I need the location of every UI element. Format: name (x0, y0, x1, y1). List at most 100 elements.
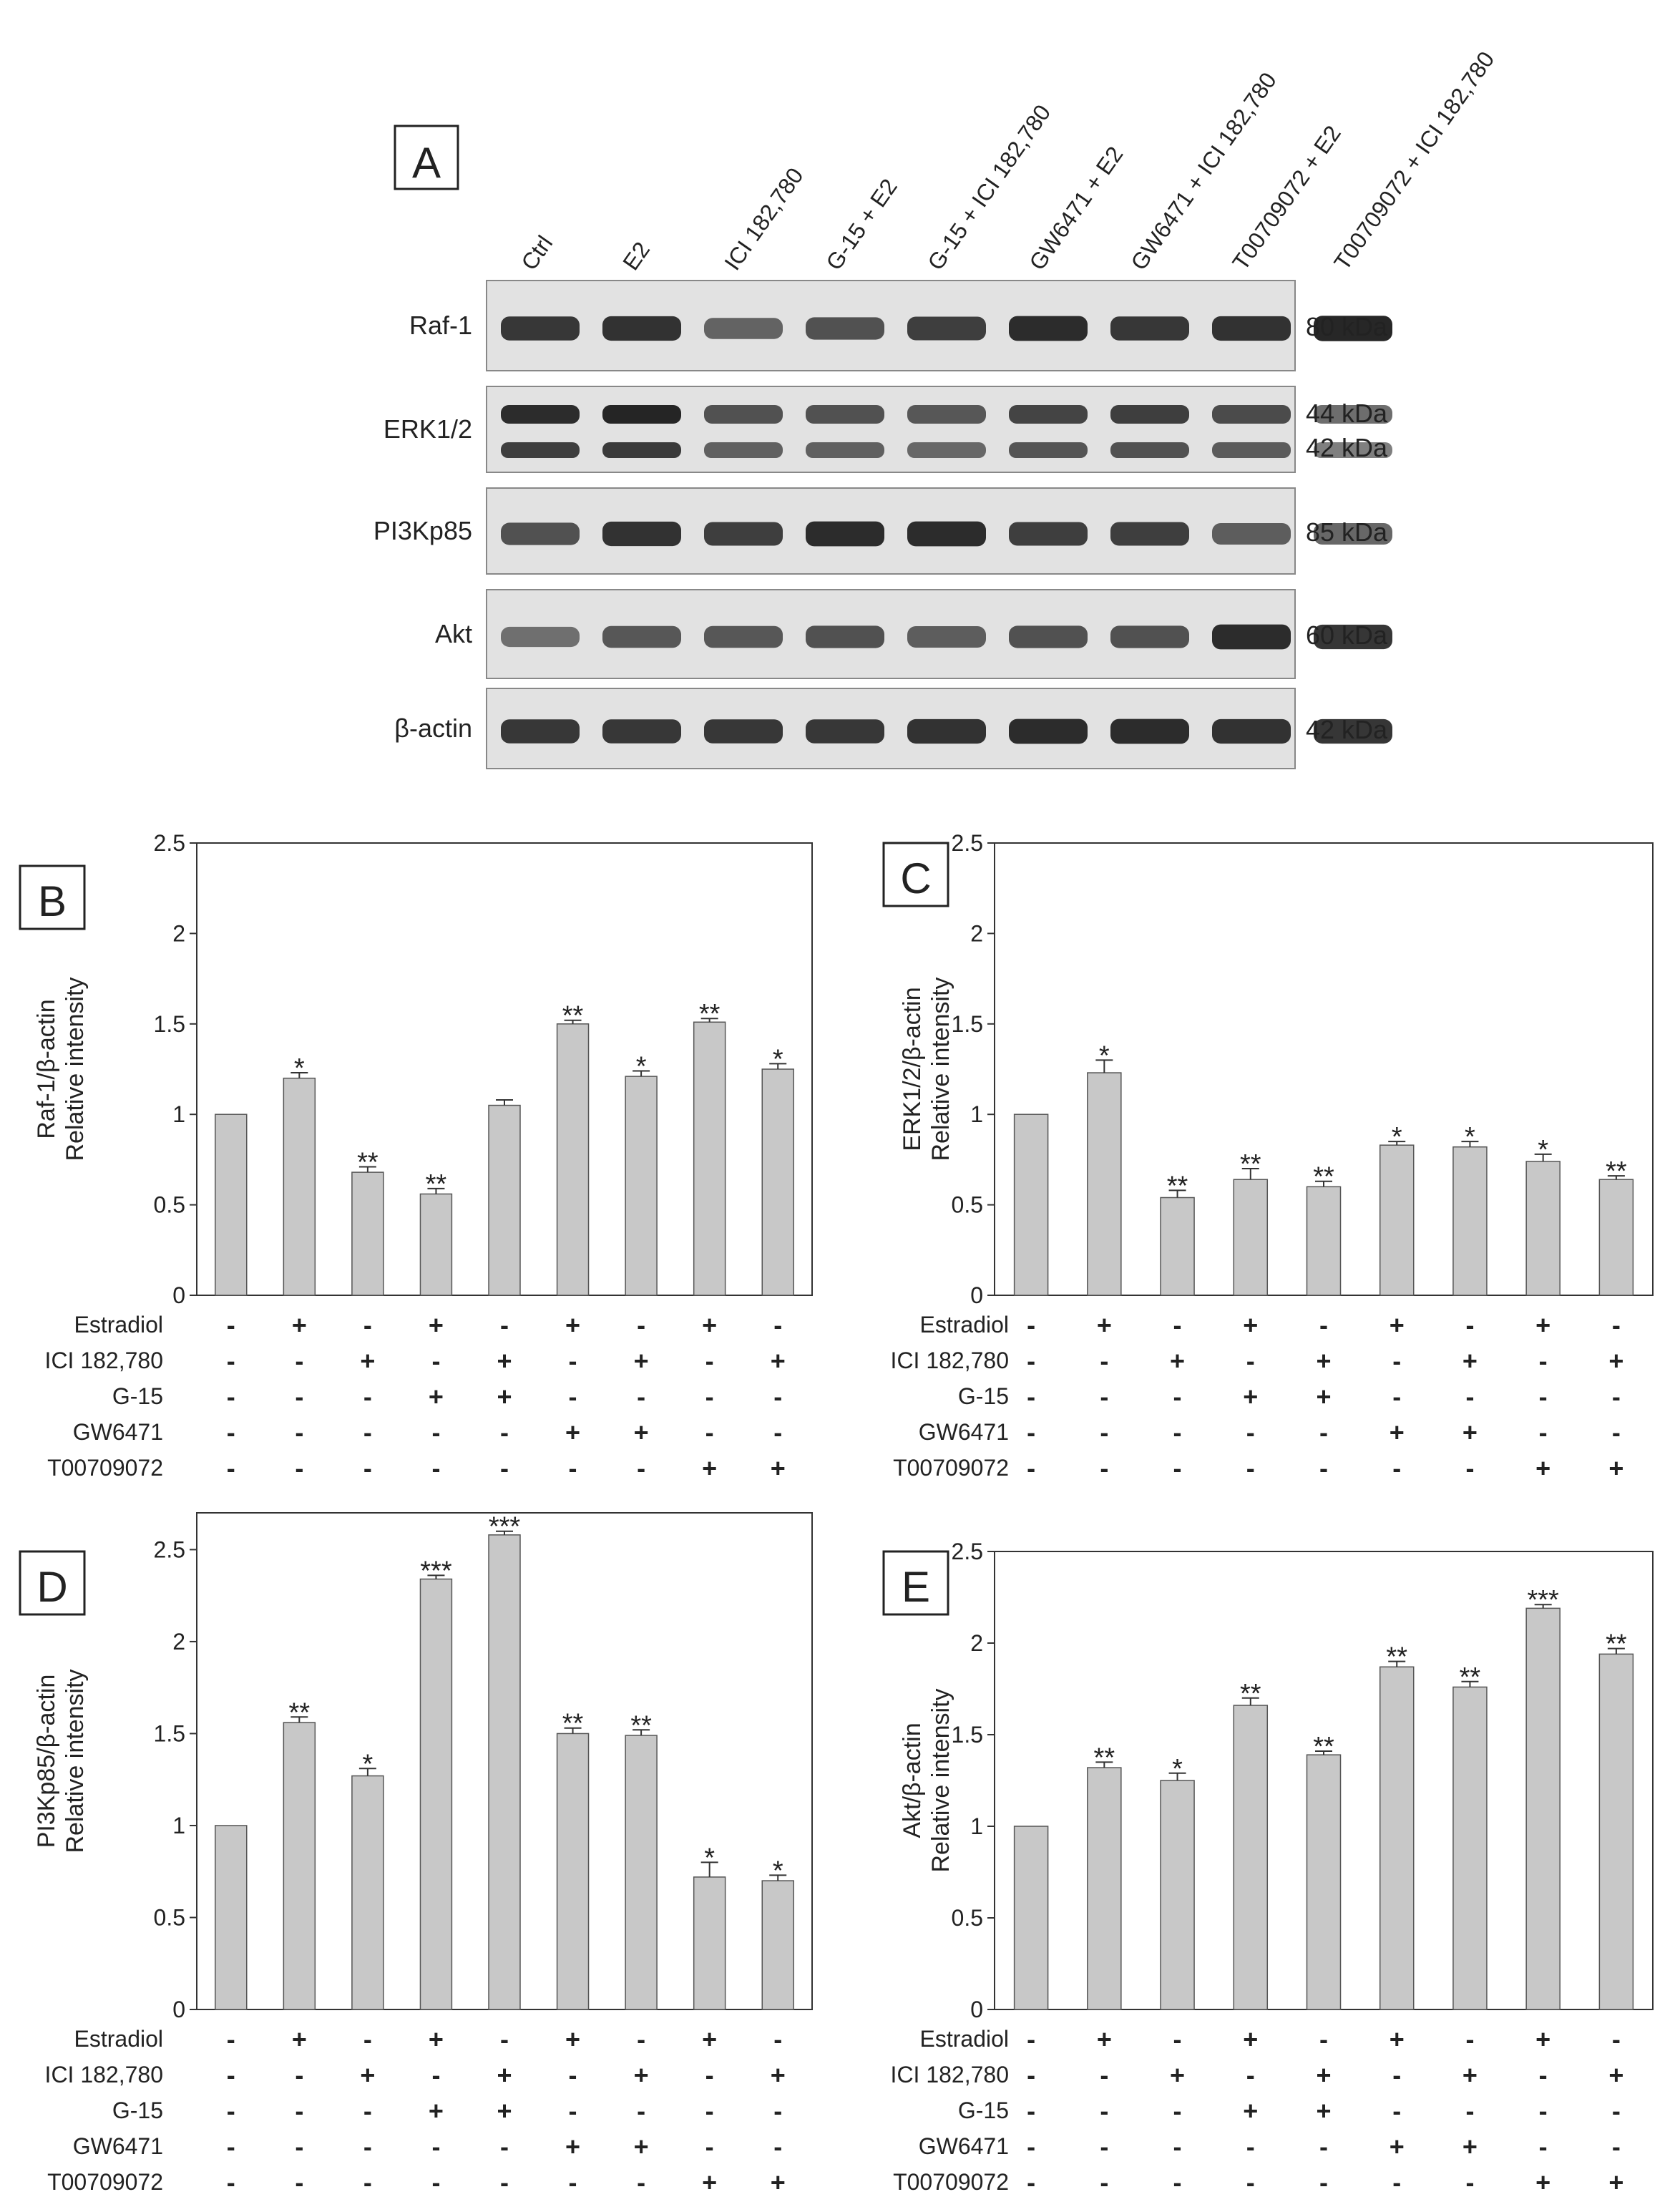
significance-marker: ** (562, 1001, 584, 1031)
treatment-sign: + (565, 1310, 580, 1340)
treatment-sign: - (637, 1453, 645, 1483)
treatment-sign: - (1465, 1453, 1474, 1483)
bar (1160, 1197, 1195, 1296)
treatment-sign: + (1462, 2132, 1478, 2161)
chart-panel-c: C 0 0.5 1 1.5 2 2.5 ERK1/2/β-actinRelative inte… (882, 830, 1654, 1483)
treatment-sign: - (1465, 2168, 1474, 2197)
treatment-sign: - (1539, 1346, 1548, 1375)
treatment-sign: - (1465, 2025, 1474, 2054)
y-tick-label: 0.5 (952, 1905, 983, 1931)
y-tick-label: 1.5 (952, 1011, 983, 1037)
panel-label-box (882, 842, 949, 907)
significance-marker: ** (1167, 1171, 1188, 1201)
treatment-sign: - (1100, 1346, 1108, 1375)
treatment-sign: - (363, 2132, 372, 2161)
treatment-sign: + (1535, 2168, 1550, 2197)
treatment-sign: + (497, 1382, 512, 1411)
treatment-sign: - (1319, 2168, 1328, 2197)
treatment-sign: + (1170, 1346, 1185, 1375)
treatment-sign: - (431, 1418, 440, 1447)
y-tick-label: 0 (172, 1997, 185, 2022)
treatment-sign: - (1100, 1453, 1108, 1483)
treatment-sign: + (702, 2025, 717, 2054)
bar (1379, 1144, 1415, 1296)
treatment-sign: - (363, 1453, 372, 1483)
bar (1379, 1666, 1415, 2010)
blot-band-lower (1212, 442, 1291, 458)
treatment-sign: - (227, 1346, 235, 1375)
treatment-sign: - (500, 2168, 509, 2197)
treatment-sign: - (773, 2025, 782, 2054)
molecular-weight-label: 60 kDa (1306, 620, 1388, 650)
treatment-sign: - (1100, 2060, 1108, 2090)
treatment-sign: - (1027, 1382, 1035, 1411)
bar (1306, 1186, 1342, 1296)
treatment-sign: - (1173, 1418, 1182, 1447)
bar (1598, 1653, 1634, 2010)
bar (693, 1876, 726, 2010)
treatment-sign: + (634, 1346, 649, 1375)
treatment-label: GW6471 (73, 2133, 163, 2159)
blot-band (704, 318, 783, 339)
lane-label: E2 (617, 237, 655, 275)
significance-marker: * (294, 1053, 305, 1083)
chart-panel-b: B 0 0.5 1 1.5 2 2.5 Raf-1/β-actinRelative inten… (19, 830, 813, 1483)
significance-marker: ** (1094, 1743, 1115, 1773)
treatment-sign: - (705, 1382, 714, 1411)
treatment-sign: - (1173, 2025, 1182, 2054)
treatment-sign: - (773, 1418, 782, 1447)
treatment-sign: - (363, 1418, 372, 1447)
treatment-label: G-15 (112, 1383, 163, 1409)
y-tick-label: 0 (172, 1282, 185, 1308)
y-tick-label: 0.5 (154, 1192, 185, 1218)
blot-band-lower (602, 442, 681, 458)
treatment-sign: + (1097, 2025, 1112, 2054)
treatment-sign: - (1319, 1453, 1328, 1483)
y-tick-label: 0.5 (154, 1904, 185, 1930)
significance-marker: ** (1606, 1629, 1627, 1660)
chart-panel-e: E 0 0.5 1 1.5 2 2.5 Akt/β-actinRelative intensi… (882, 1539, 1654, 2197)
lane-label: T00709072 + E2 (1227, 121, 1346, 275)
treatment-sign: - (569, 1346, 577, 1375)
panel-label: B (38, 877, 67, 925)
y-tick-label: 1 (172, 1101, 185, 1127)
treatment-sign: - (1027, 2168, 1035, 2197)
blot-band-upper (1110, 405, 1189, 424)
treatment-sign: - (569, 2096, 577, 2125)
blot-band-upper (1314, 405, 1392, 424)
treatment-sign: + (1243, 2025, 1258, 2054)
significance-marker: ** (1460, 1662, 1481, 1692)
significance-marker: * (1392, 1122, 1402, 1152)
blot-band (1212, 523, 1291, 545)
treatment-sign: - (227, 2132, 235, 2161)
treatment-sign: - (1319, 1310, 1328, 1340)
bar (1233, 1179, 1269, 1296)
bar (419, 1193, 453, 1296)
treatment-sign: + (702, 1310, 717, 1340)
treatment-sign: + (1608, 1346, 1623, 1375)
treatment-sign: - (1246, 2132, 1255, 2161)
significance-marker: ** (630, 1710, 652, 1740)
treatment-sign: - (500, 2132, 509, 2161)
y-axis-label-line: PI3Kp85/β-actin (33, 1675, 60, 1848)
bar (1452, 1686, 1488, 2010)
blot-band (806, 719, 884, 744)
blot-band (907, 626, 986, 648)
treatment-label: T00709072 (47, 1455, 163, 1481)
significance-marker: * (1465, 1122, 1475, 1152)
treatment-sign: - (227, 2025, 235, 2054)
treatment-sign: + (1170, 2060, 1185, 2090)
treatment-label: Estradiol (920, 2026, 1010, 2052)
treatment-sign: + (429, 1310, 444, 1340)
blot-band (704, 719, 783, 744)
bar (556, 1023, 590, 1296)
y-tick-label: 2.5 (154, 830, 185, 856)
treatment-label: T00709072 (893, 2169, 1009, 2195)
treatment-sign: - (1027, 1418, 1035, 1447)
treatment-sign: + (360, 1346, 375, 1375)
bar (1452, 1146, 1488, 1296)
blot-band (1110, 625, 1189, 648)
blot-band-lower (907, 442, 986, 458)
significance-marker: ** (1313, 1162, 1334, 1192)
